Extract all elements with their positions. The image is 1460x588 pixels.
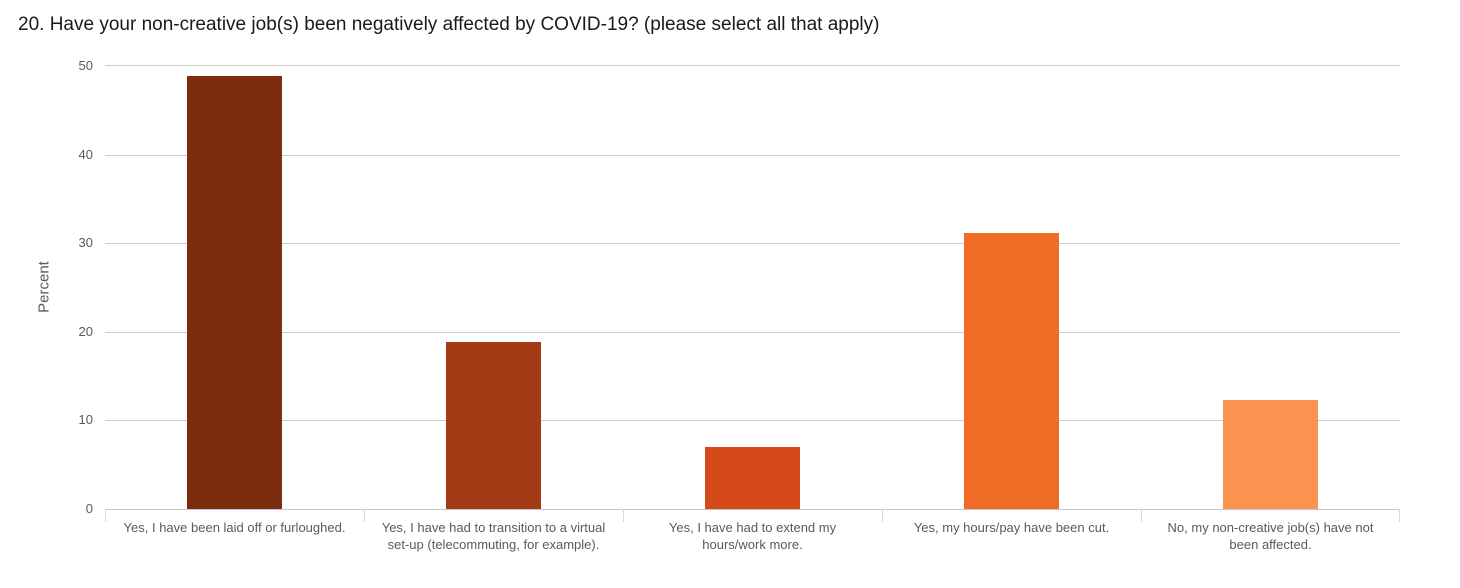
chart-title: 20. Have your non-creative job(s) been n… (18, 14, 880, 35)
bar-2 (446, 341, 541, 509)
x-axis-line (105, 509, 1400, 510)
gridline (105, 332, 1400, 333)
x-tick-label-5: No, my non-creative job(s) have not been… (1167, 520, 1374, 552)
x-tick-label-3: Yes, I have had to extend my hours/work … (668, 520, 837, 552)
category-boundary-tick (364, 509, 365, 522)
bar-1 (187, 75, 282, 509)
gridline (105, 155, 1400, 156)
bar-4 (964, 233, 1059, 509)
x-tick-label-4: Yes, my hours/pay have been cut. (913, 520, 1110, 535)
bar-5 (1223, 400, 1318, 509)
category-boundary-tick (1141, 509, 1142, 522)
x-tick-label-2: Yes, I have had to transition to a virtu… (381, 520, 606, 552)
category-boundary-tick (623, 509, 624, 522)
y-tick-label: 30 (78, 235, 93, 251)
y-tick-label: 0 (85, 501, 93, 516)
category-boundary-tick (105, 509, 106, 522)
y-tick-label: 10 (78, 412, 93, 428)
y-tick-label: 40 (78, 146, 93, 162)
y-tick-label: 50 (78, 58, 93, 73)
y-axis-label: Percent (35, 261, 53, 313)
y-tick-label: 20 (78, 323, 93, 339)
gridline (105, 243, 1400, 244)
bar-chart-plot-area: 0 10 20 30 40 50 Yes, I have been laid off or … (79, 58, 1400, 552)
category-boundary-tick (882, 509, 883, 522)
x-tick-label-1: Yes, I have been laid off or furloughed. (123, 520, 346, 535)
gridline (105, 65, 1400, 66)
category-boundary-tick (1399, 509, 1400, 522)
bar-3 (705, 446, 800, 509)
gridline (105, 420, 1400, 421)
